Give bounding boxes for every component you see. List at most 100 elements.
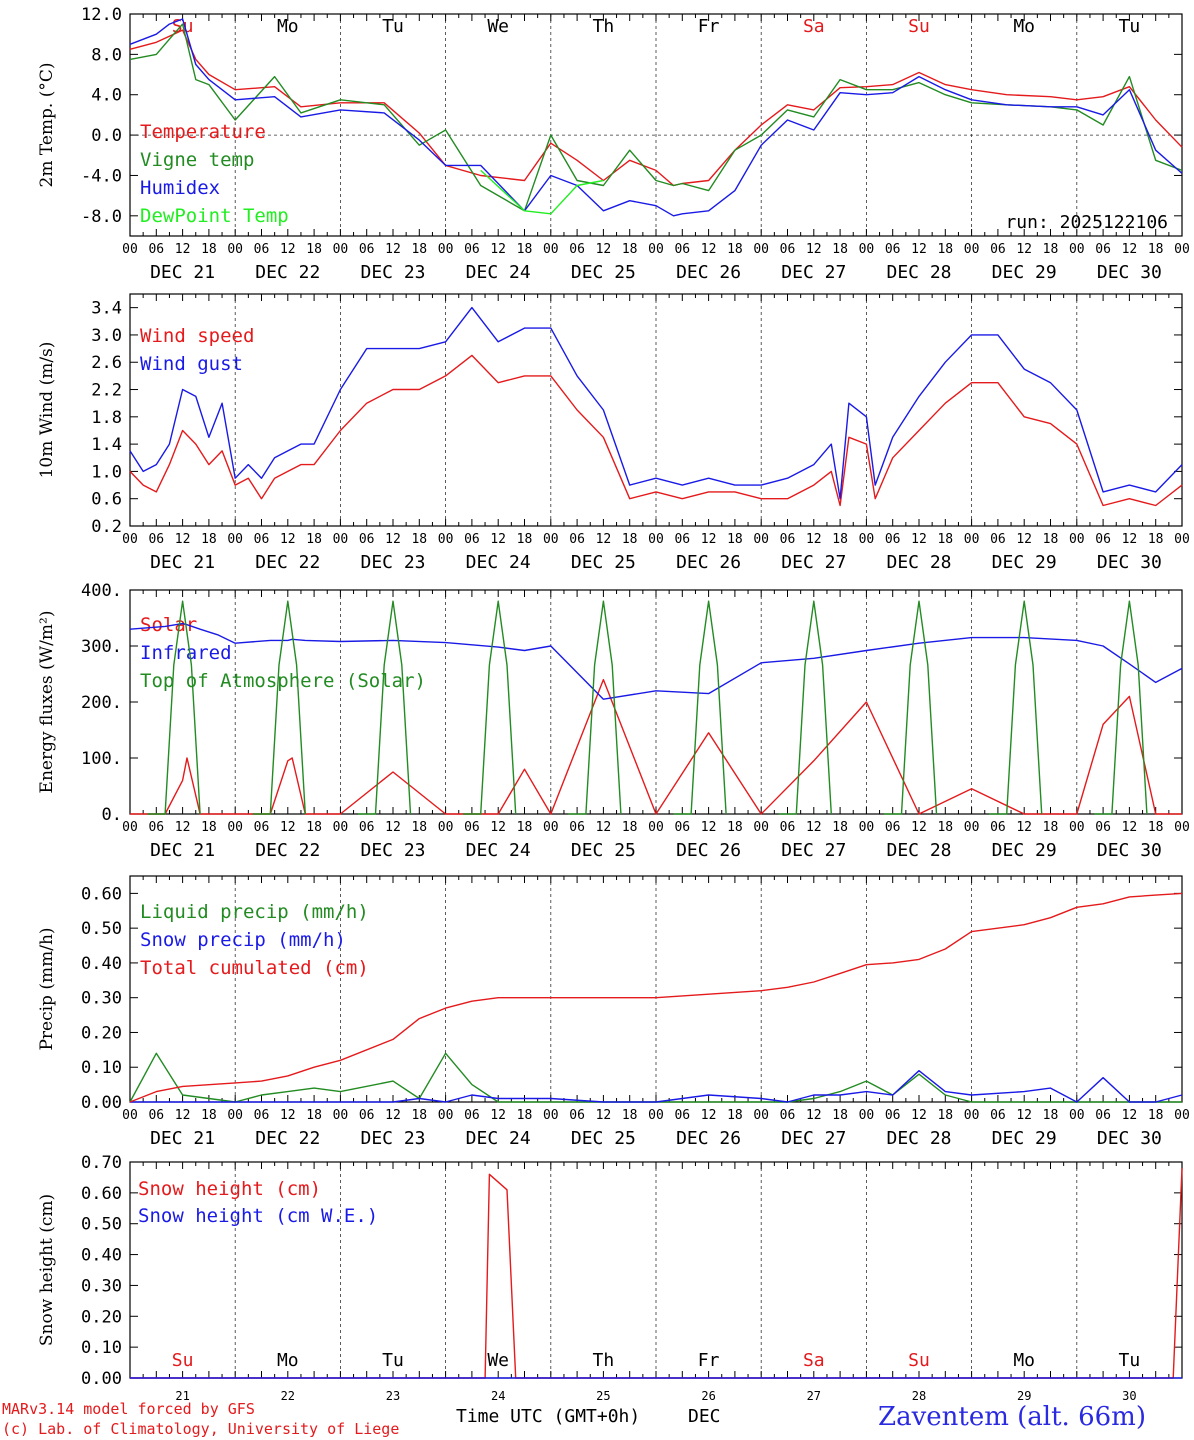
x-hour-label: 18 (727, 820, 743, 835)
x-hour-label: 06 (254, 820, 270, 835)
x-day-label: DEC 27 (781, 840, 846, 861)
x-hour-label: 06 (464, 820, 480, 835)
x-hour-label: 18 (517, 820, 533, 835)
panel-4: 0.60 0.50 0.40 0.30 0.20 0.10 0.00 Precip (mm/h… (37, 875, 1190, 1149)
weekday-label: Sa (803, 16, 825, 37)
x-day-label: DEC 29 (992, 262, 1057, 283)
x-hour-label: 00 (227, 242, 243, 257)
x-day-label: DEC 26 (676, 552, 741, 573)
x-day-label: DEC 23 (360, 262, 425, 283)
x-hour-label: 00 (1069, 820, 1085, 835)
x-hour-label: 18 (517, 532, 533, 547)
x-day-label: DEC 28 (886, 1128, 951, 1149)
weekday-label: Su (908, 1350, 930, 1371)
x-hour-label: 18 (1043, 242, 1059, 257)
x-hour-label: 06 (359, 532, 375, 547)
x-day-label: DEC 28 (886, 552, 951, 573)
x-hour-label: 18 (201, 1108, 217, 1123)
x-day-label: DEC 23 (360, 552, 425, 573)
x-hour-label: 00 (1174, 532, 1190, 547)
station-name: Zaventem (alt. 66m) (878, 1402, 1146, 1432)
x-hour-label: 12 (1016, 532, 1032, 547)
x-hour-label: 06 (674, 532, 690, 547)
x-hour-label: 18 (411, 242, 427, 257)
x-hour-label: 18 (306, 820, 322, 835)
legend-entry: Solar (140, 614, 197, 636)
legend-entry: Top of Atmosphere (Solar) (140, 670, 426, 692)
y-axis-label: 10m Wind (m/s) (37, 342, 57, 479)
y-tick-label: 400. (81, 581, 122, 601)
x-hour-label: 12 (1016, 820, 1032, 835)
x-hour-label: 12 (1122, 242, 1138, 257)
x-hour-label: 06 (464, 242, 480, 257)
series-line-temperature (129, 29, 1183, 187)
x-day-label: DEC 27 (781, 262, 846, 283)
x-hour-label: 18 (1043, 820, 1059, 835)
y-tick-label: 3.4 (91, 299, 122, 319)
y-tick-label: 0.30 (81, 989, 122, 1009)
y-tick-label: 0.30 (81, 1276, 122, 1296)
plot-frame (129, 589, 1183, 815)
x-hour-label: 18 (411, 532, 427, 547)
x-day-label: DEC 30 (1097, 840, 1162, 861)
x-hour-label: 06 (780, 532, 796, 547)
x-hour-label: 06 (148, 820, 164, 835)
x-hour-label: 00 (227, 1108, 243, 1123)
x-hour-label: 12 (806, 1108, 822, 1123)
weekday-label: Fr (698, 1350, 720, 1371)
y-axis-label: Energy fluxes (W/m²) (37, 611, 57, 794)
x-hour-label: 00 (1069, 532, 1085, 547)
x-hour-label: 00 (859, 242, 875, 257)
x-hour-label: 00 (648, 820, 664, 835)
x-hour-label: 06 (780, 1108, 796, 1123)
x-hour-label: 00 (964, 532, 980, 547)
x-day-number: 29 (1017, 1389, 1031, 1403)
x-hour-label: 06 (359, 242, 375, 257)
y-axis-label: 2m Temp. (°C) (37, 62, 57, 187)
legend-entry: Humidex (140, 177, 220, 199)
x-day-label: DEC 28 (886, 840, 951, 861)
panel-5: 0.70 0.60 0.50 0.40 0.30 0.20 0.10 0.00 Snow hei… (37, 1153, 1183, 1403)
x-hour-label: 06 (990, 532, 1006, 547)
series-line-infrared (129, 622, 1183, 700)
x-hour-label: 12 (1122, 532, 1138, 547)
series-line-humidex (129, 18, 1183, 217)
x-hour-label: 06 (885, 242, 901, 257)
x-day-label: DEC 30 (1097, 262, 1162, 283)
x-hour-label: 18 (1148, 820, 1164, 835)
x-day-label: DEC 21 (150, 840, 215, 861)
x-day-label: DEC 21 (150, 1128, 215, 1149)
x-day-label: DEC 22 (255, 552, 320, 573)
y-tick-label: 2.2 (91, 381, 122, 401)
x-hour-label: 00 (227, 532, 243, 547)
weekday-label: Su (908, 16, 930, 37)
x-hour-label: 12 (280, 820, 296, 835)
x-hour-label: 00 (648, 1108, 664, 1123)
x-hour-label: 12 (911, 532, 927, 547)
x-hour-label: 18 (937, 1108, 953, 1123)
x-hour-label: 06 (359, 820, 375, 835)
x-hour-label: 12 (596, 532, 612, 547)
x-hour-label: 06 (885, 1108, 901, 1123)
x-hour-label: 06 (464, 1108, 480, 1123)
x-hour-label: 00 (753, 820, 769, 835)
legend-entry: Snow precip (mm/h) (140, 929, 346, 951)
x-hour-label: 00 (1174, 242, 1190, 257)
x-hour-label: 06 (1095, 1108, 1111, 1123)
x-day-number: 21 (175, 1389, 189, 1403)
x-hour-label: 12 (596, 1108, 612, 1123)
y-axis-label: Snow height (cm) (37, 1194, 57, 1346)
y-tick-label: 8.0 (91, 45, 122, 65)
y-tick-label: 0.60 (81, 884, 122, 904)
x-day-label: DEC 25 (571, 552, 636, 573)
x-hour-label: 12 (701, 1108, 717, 1123)
x-hour-label: 00 (859, 1108, 875, 1123)
x-hour-label: 12 (806, 820, 822, 835)
x-day-label: DEC 22 (255, 840, 320, 861)
x-hour-label: 12 (701, 242, 717, 257)
x-day-label: DEC 25 (571, 840, 636, 861)
x-hour-label: 18 (306, 242, 322, 257)
x-hour-label: 06 (674, 1108, 690, 1123)
series-line-wind-gust (129, 306, 1183, 500)
x-day-label: DEC 30 (1097, 1128, 1162, 1149)
